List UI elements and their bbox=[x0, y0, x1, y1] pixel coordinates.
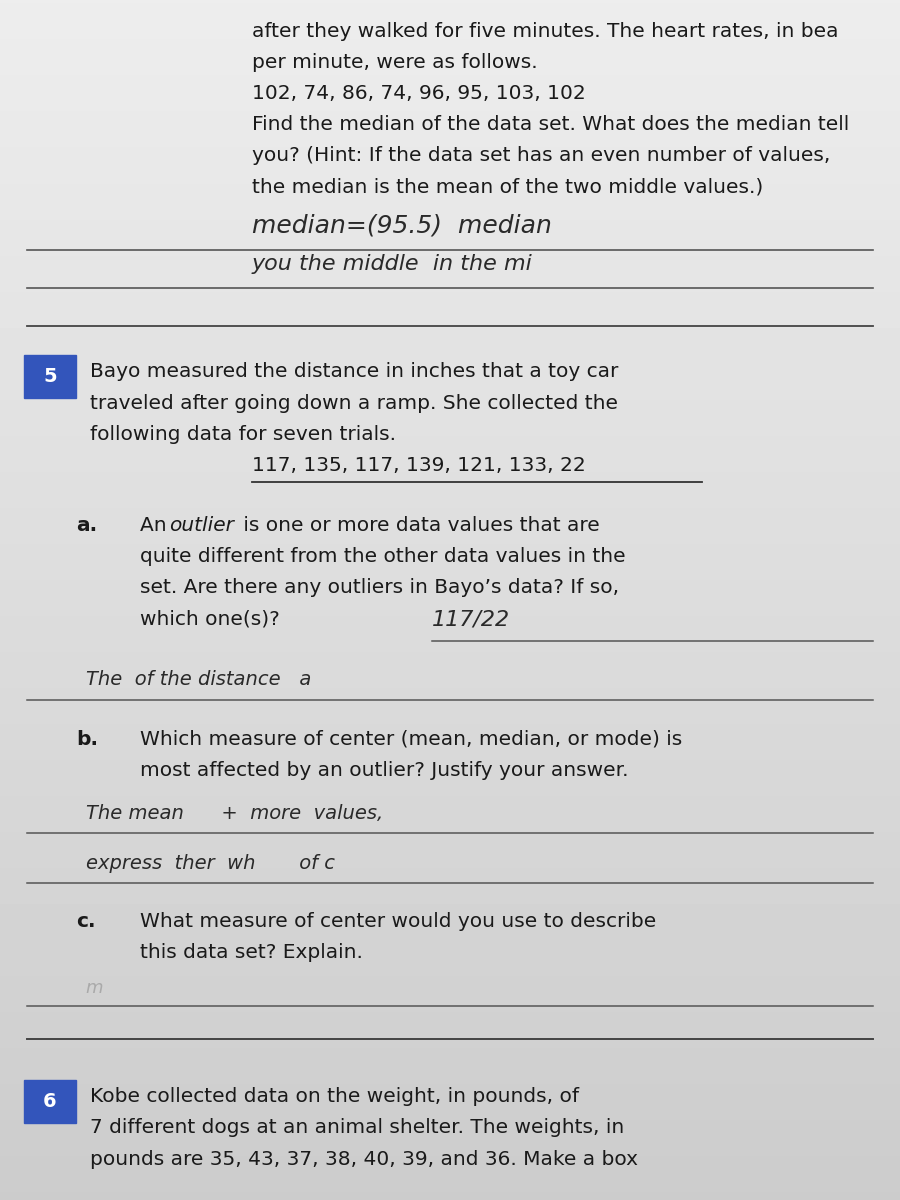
Text: Bayo measured the distance in inches that a toy car: Bayo measured the distance in inches tha… bbox=[90, 362, 618, 382]
Text: b.: b. bbox=[76, 730, 98, 749]
Text: 117/22: 117/22 bbox=[432, 610, 510, 630]
Text: which one(s)?: which one(s)? bbox=[140, 610, 279, 629]
Text: the median is the mean of the two middle values.): the median is the mean of the two middle… bbox=[252, 178, 763, 197]
Text: you the middle  in the mi: you the middle in the mi bbox=[252, 254, 533, 275]
Text: following data for seven trials.: following data for seven trials. bbox=[90, 425, 396, 444]
Text: Which measure of center (mean, median, or mode) is: Which measure of center (mean, median, o… bbox=[140, 730, 682, 749]
Text: is one or more data values that are: is one or more data values that are bbox=[237, 516, 599, 535]
Text: after they walked for five minutes. The heart rates, in bea: after they walked for five minutes. The … bbox=[252, 22, 839, 41]
Text: Kobe collected data on the weight, in pounds, of: Kobe collected data on the weight, in po… bbox=[90, 1087, 579, 1106]
Text: median=(95.5)  median: median=(95.5) median bbox=[252, 214, 552, 238]
Text: this data set? Explain.: this data set? Explain. bbox=[140, 943, 363, 962]
Text: per minute, were as follows.: per minute, were as follows. bbox=[252, 53, 537, 72]
Text: 5: 5 bbox=[43, 367, 57, 386]
FancyBboxPatch shape bbox=[24, 1080, 76, 1123]
Text: Find the median of the data set. What does the median tell: Find the median of the data set. What do… bbox=[252, 115, 850, 134]
Text: 7 different dogs at an animal shelter. The weights, in: 7 different dogs at an animal shelter. T… bbox=[90, 1118, 625, 1138]
Text: The  of the distance   a: The of the distance a bbox=[86, 670, 310, 689]
Text: pounds are 35, 43, 37, 38, 40, 39, and 36. Make a box: pounds are 35, 43, 37, 38, 40, 39, and 3… bbox=[90, 1150, 638, 1169]
Text: traveled after going down a ramp. She collected the: traveled after going down a ramp. She co… bbox=[90, 394, 618, 413]
Text: An: An bbox=[140, 516, 173, 535]
Text: outlier: outlier bbox=[169, 516, 234, 535]
Text: m: m bbox=[86, 979, 103, 997]
Text: express  ther  wh       of c: express ther wh of c bbox=[86, 854, 335, 874]
Text: you? (Hint: If the data set has an even number of values,: you? (Hint: If the data set has an even … bbox=[252, 146, 831, 166]
Text: a.: a. bbox=[76, 516, 97, 535]
Text: 102, 74, 86, 74, 96, 95, 103, 102: 102, 74, 86, 74, 96, 95, 103, 102 bbox=[252, 84, 586, 103]
Text: 6: 6 bbox=[43, 1092, 57, 1111]
Text: set. Are there any outliers in Bayo’s data? If so,: set. Are there any outliers in Bayo’s da… bbox=[140, 578, 618, 598]
Text: The mean      +  more  values,: The mean + more values, bbox=[86, 804, 382, 823]
Text: c.: c. bbox=[76, 912, 96, 931]
Text: What measure of center would you use to describe: What measure of center would you use to … bbox=[140, 912, 656, 931]
Text: 117, 135, 117, 139, 121, 133, 22: 117, 135, 117, 139, 121, 133, 22 bbox=[252, 456, 586, 475]
Text: quite different from the other data values in the: quite different from the other data valu… bbox=[140, 547, 626, 566]
FancyBboxPatch shape bbox=[24, 355, 76, 398]
Text: most affected by an outlier? Justify your answer.: most affected by an outlier? Justify you… bbox=[140, 761, 628, 780]
